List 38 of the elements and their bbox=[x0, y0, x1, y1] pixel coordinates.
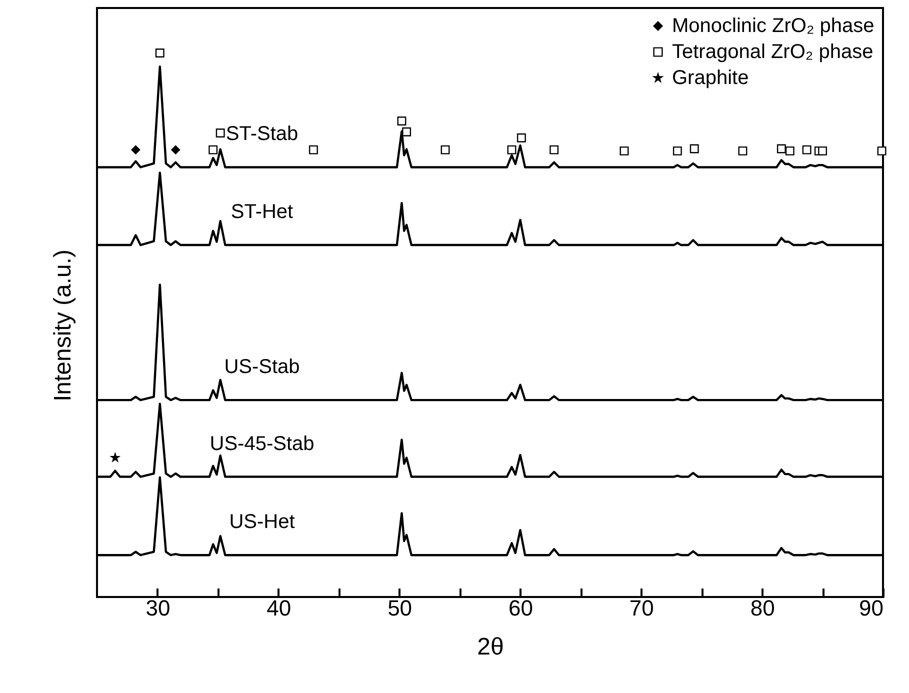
series-label: ST-Stab bbox=[226, 123, 298, 146]
x-axis-title: 2θ bbox=[477, 634, 504, 660]
point bbox=[397, 116, 406, 126]
series-label: ST-Het bbox=[230, 201, 294, 224]
point bbox=[440, 145, 450, 154]
point bbox=[516, 133, 526, 142]
point bbox=[690, 144, 699, 154]
point bbox=[402, 127, 412, 136]
point bbox=[171, 145, 180, 154]
point bbox=[131, 145, 140, 154]
point bbox=[507, 145, 516, 154]
point bbox=[620, 146, 629, 156]
point bbox=[208, 145, 218, 154]
x-tick-label: 50 bbox=[388, 596, 412, 620]
point bbox=[785, 146, 794, 156]
point bbox=[672, 146, 682, 156]
y-axis-title: Intensity (a.u.) bbox=[50, 249, 76, 402]
x-tick-label: 40 bbox=[266, 596, 292, 620]
series-label: US-Stab bbox=[224, 356, 300, 378]
point bbox=[738, 146, 748, 156]
point bbox=[308, 145, 318, 154]
x-tick-label: 60 bbox=[508, 596, 533, 620]
x-tick-label: 70 bbox=[629, 596, 654, 620]
series-label: US-Het bbox=[229, 511, 296, 534]
point bbox=[802, 145, 812, 154]
point bbox=[877, 146, 886, 156]
point bbox=[155, 48, 164, 58]
point bbox=[216, 128, 225, 138]
legend-label: Tetragonal ZrO₂ phase bbox=[672, 41, 874, 63]
point bbox=[818, 146, 828, 156]
x-tick-label: 90 bbox=[859, 596, 884, 620]
point bbox=[776, 144, 786, 154]
legend-label: Monoclinic ZrO₂ phase bbox=[672, 15, 874, 37]
x-tick-label: 30 bbox=[146, 596, 170, 620]
point bbox=[550, 145, 559, 154]
legend-label: Graphite bbox=[672, 67, 749, 89]
x-tick-label: 80 bbox=[750, 596, 775, 620]
series-label: US-45-Stab bbox=[210, 432, 314, 455]
